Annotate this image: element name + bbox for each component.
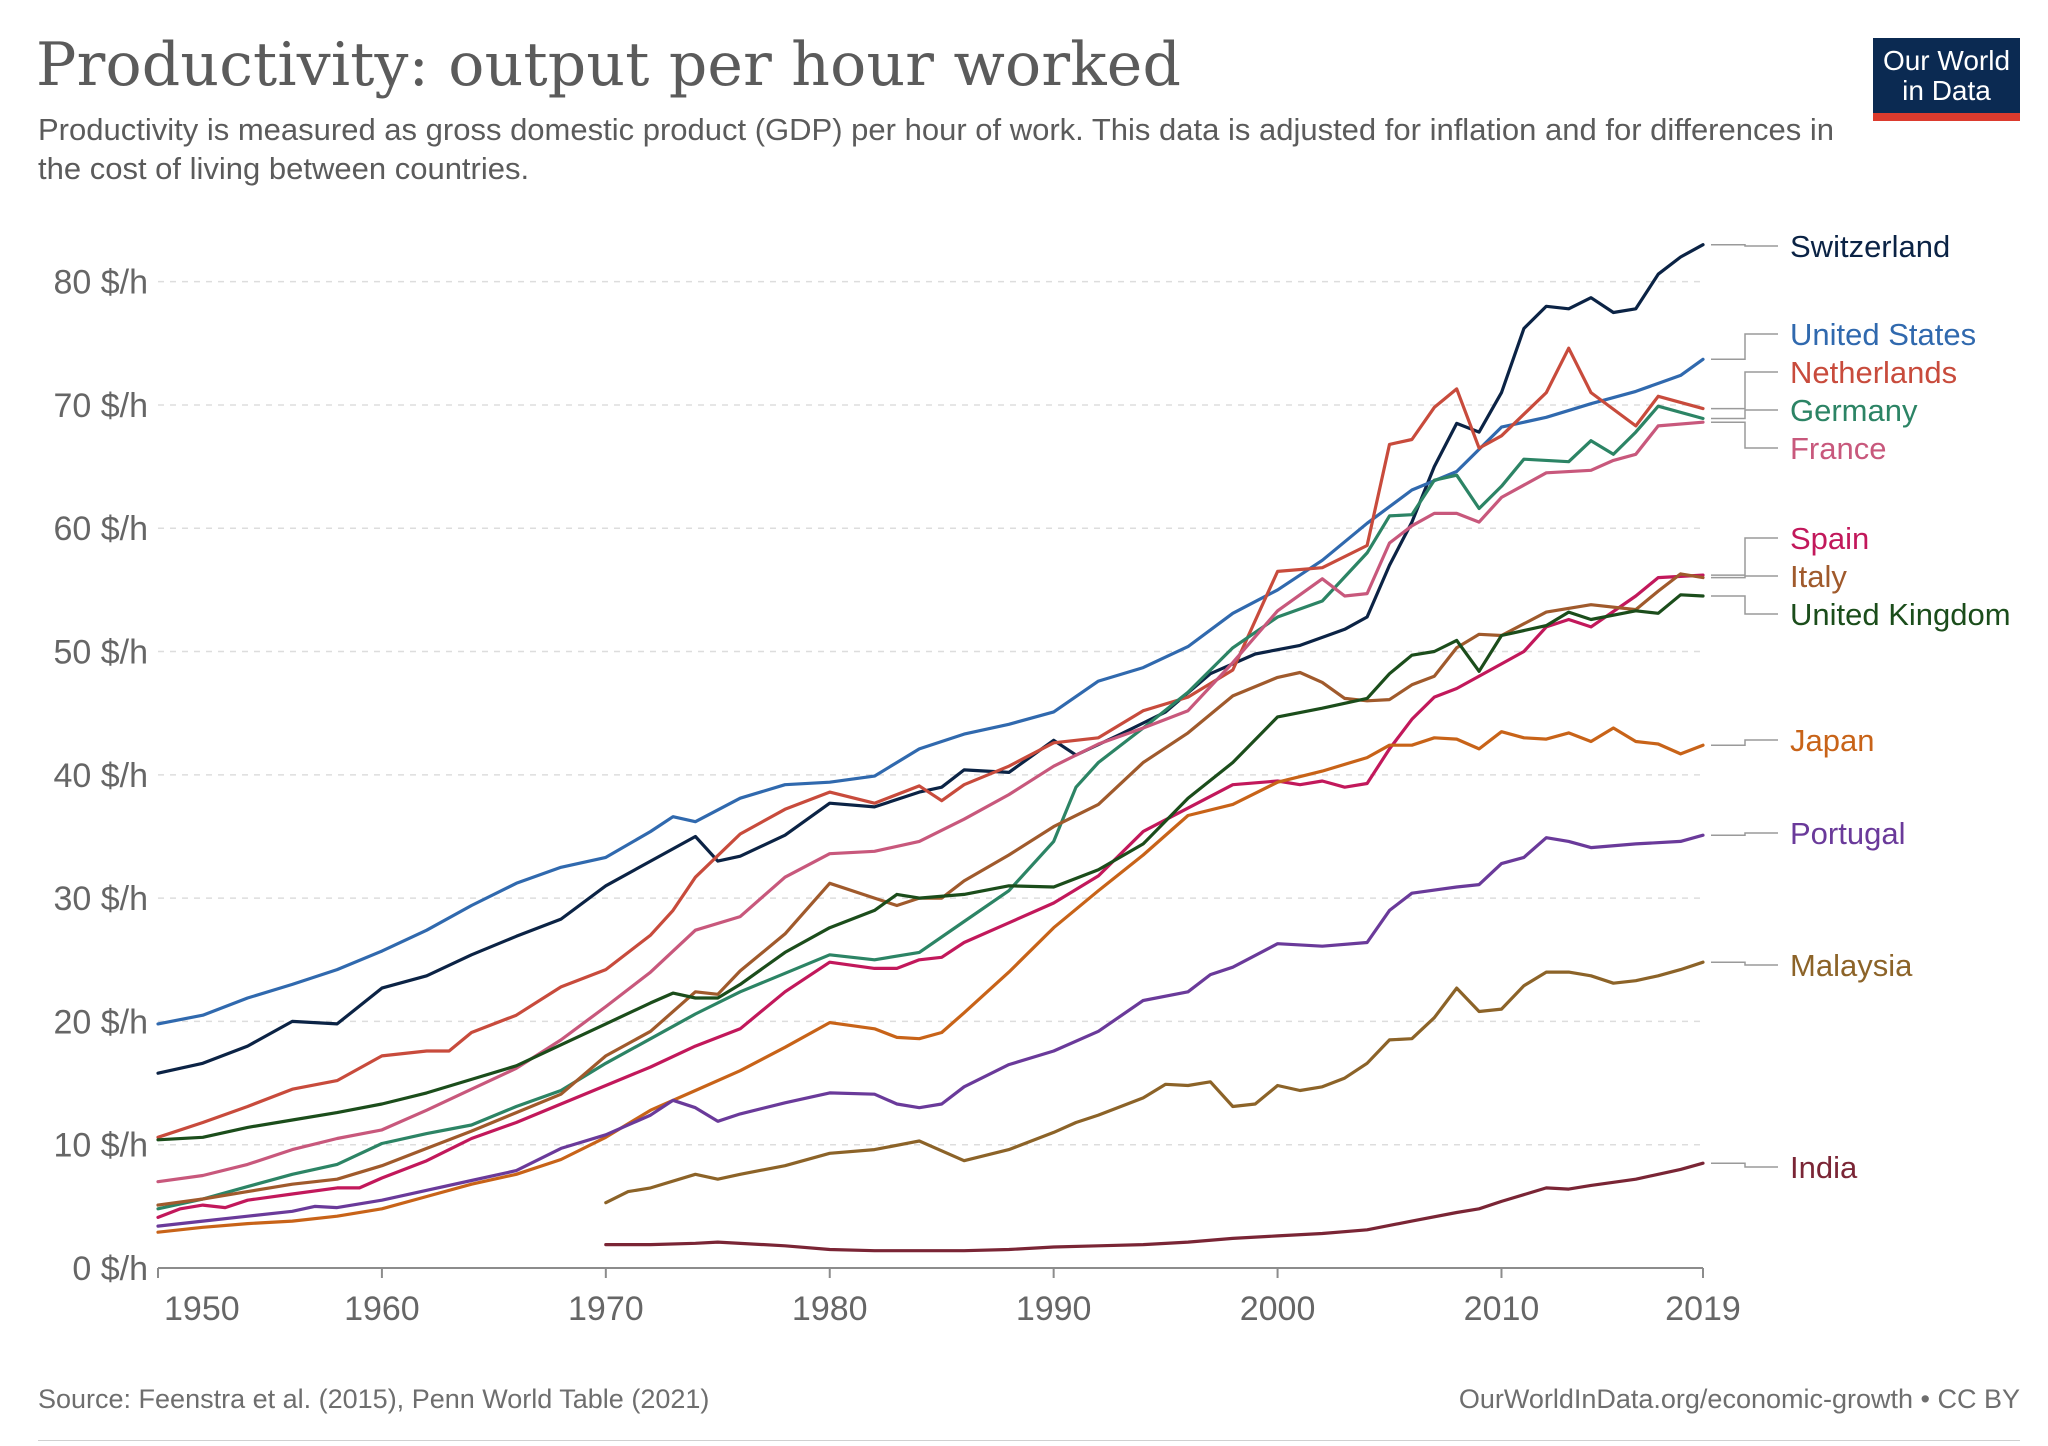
source-link[interactable]: OurWorldInData.org/economic-growth • CC … bbox=[1458, 1384, 2020, 1414]
series-label-switzerland: Switzerland bbox=[1790, 229, 1950, 264]
series-line-united-kingdom bbox=[156, 593, 1705, 1142]
y-tick-label-30: 30 $/h bbox=[53, 880, 148, 918]
series-line-italy bbox=[156, 572, 1705, 1207]
series-label-portugal: Portugal bbox=[1790, 816, 1905, 851]
logo-line-2: in Data bbox=[1902, 75, 1991, 106]
x-tick-label-1990: 1990 bbox=[1016, 1290, 1092, 1328]
page-title: Productivity: output per hour worked bbox=[36, 30, 1182, 100]
series-line-portugal bbox=[156, 833, 1705, 1228]
series-label-germany: Germany bbox=[1790, 393, 1918, 428]
series-label-italy: Italy bbox=[1790, 559, 1847, 594]
x-tick-label-1970: 1970 bbox=[568, 1290, 644, 1328]
label-connector-portugal bbox=[1711, 832, 1778, 836]
series-label-malaysia: Malaysia bbox=[1790, 948, 1913, 983]
label-connector-united-kingdom bbox=[1711, 595, 1778, 615]
series-line-germany bbox=[156, 404, 1705, 1211]
label-connector-malaysia bbox=[1711, 961, 1778, 966]
x-tick-label-2000: 2000 bbox=[1240, 1290, 1316, 1328]
logo-line-1: Our World bbox=[1882, 45, 2011, 76]
our-world-in-data-logo[interactable]: Our World in Data bbox=[1873, 38, 2020, 121]
series-line-india bbox=[604, 1161, 1705, 1253]
chart-subtitle: Productivity is measured as gross domest… bbox=[38, 112, 1834, 186]
y-tick-label-80: 80 $/h bbox=[53, 264, 148, 302]
y-tick-label-60: 60 $/h bbox=[53, 510, 148, 548]
y-tick-label-0: 0 $/h bbox=[72, 1250, 148, 1288]
y-tick-label-40: 40 $/h bbox=[53, 757, 148, 795]
y-tick-label-10: 10 $/h bbox=[53, 1127, 148, 1165]
series-label-united-states: United States bbox=[1790, 317, 1976, 352]
footer-divider bbox=[38, 1440, 2020, 1441]
series-label-france: France bbox=[1790, 431, 1886, 466]
x-tick-label-1950: 1950 bbox=[164, 1290, 240, 1328]
series-line-switzerland bbox=[156, 243, 1705, 1075]
label-connector-japan bbox=[1711, 739, 1778, 746]
series-line-japan bbox=[156, 726, 1705, 1234]
series-line-france bbox=[156, 420, 1705, 1184]
series-line-netherlands bbox=[156, 346, 1705, 1139]
label-connector-india bbox=[1711, 1162, 1778, 1168]
label-connector-netherlands bbox=[1711, 371, 1778, 410]
x-tick-label-1960: 1960 bbox=[344, 1290, 420, 1328]
series-label-united-kingdom: United Kingdom bbox=[1790, 597, 2011, 632]
label-connector-united-states bbox=[1711, 333, 1778, 361]
label-connector-switzerland bbox=[1711, 243, 1778, 247]
series-line-malaysia bbox=[604, 960, 1705, 1205]
series-line-united-states bbox=[156, 357, 1705, 1026]
x-tick-label-2010: 2010 bbox=[1464, 1290, 1540, 1328]
series-label-netherlands: Netherlands bbox=[1790, 355, 1957, 390]
series-line-spain bbox=[156, 573, 1705, 1219]
x-tick-label-1980: 1980 bbox=[792, 1290, 868, 1328]
y-tick-label-20: 20 $/h bbox=[53, 1003, 148, 1041]
source-note: Source: Feenstra et al. (2015), Penn Wor… bbox=[38, 1384, 710, 1414]
x-tick-label-2019: 2019 bbox=[1665, 1290, 1741, 1328]
label-connector-italy bbox=[1711, 575, 1778, 579]
series-label-india: India bbox=[1790, 1150, 1858, 1185]
logo-accent-bar bbox=[1873, 113, 2020, 121]
label-connector-spain bbox=[1711, 537, 1778, 576]
y-tick-label-50: 50 $/h bbox=[53, 634, 148, 672]
label-connector-france bbox=[1711, 421, 1778, 449]
label-connector-germany bbox=[1711, 409, 1778, 420]
y-tick-label-70: 70 $/h bbox=[53, 387, 148, 425]
series-label-spain: Spain bbox=[1790, 521, 1869, 556]
series-label-japan: Japan bbox=[1790, 723, 1874, 758]
